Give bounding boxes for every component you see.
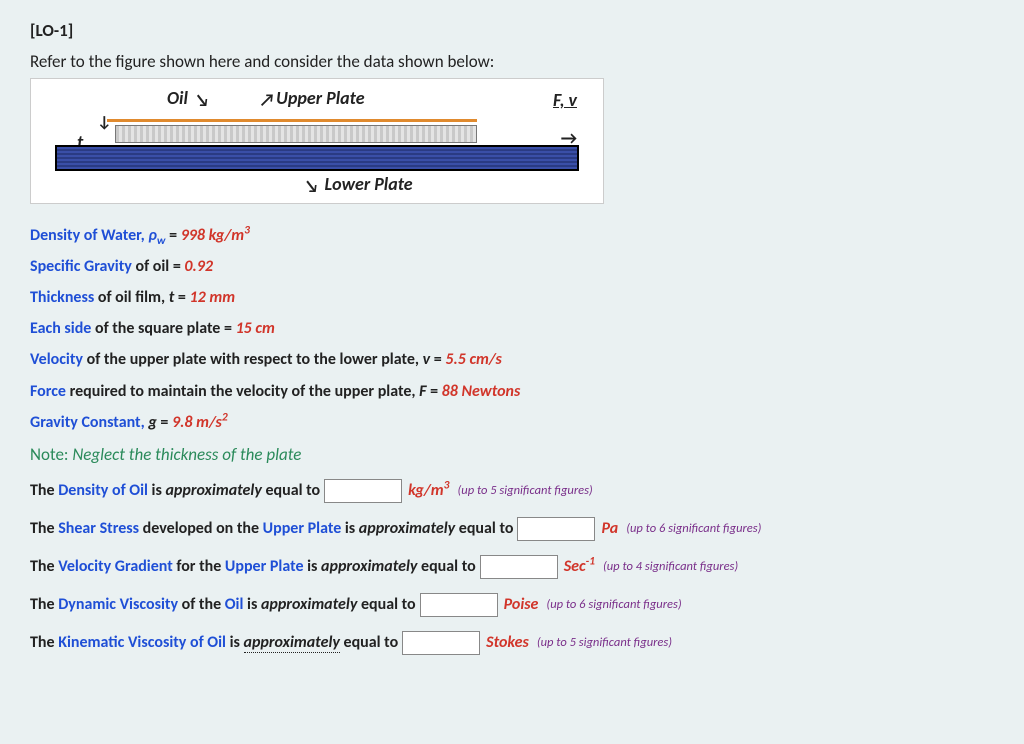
data-force: Force required to maintain the velocity … [30,376,994,407]
intro-text: Refer to the figure shown here and consi… [30,51,994,72]
dynamic-viscosity-input[interactable] [420,593,498,617]
question-shear-stress: The Shear Stress developed on the Upper … [30,517,994,541]
question-density-oil: The Density of Oil is approximately equa… [30,479,994,503]
data-thickness: Thickness of oil film, t = 12 mm [30,282,994,313]
plate-diagram: ↓ t → [37,113,597,169]
velocity-gradient-input[interactable] [480,555,558,579]
figure-top-labels: Oil ↘ ↗Upper Plate F, v [37,83,597,111]
oil-label: Oil ↘ [167,87,211,111]
data-velocity: Velocity of the upper plate with respect… [30,344,994,375]
lower-plate-label: ↘ Lower Plate [37,169,597,199]
question-page: [LO-1] Refer to the figure shown here an… [0,0,1024,699]
data-side: Each side of the square plate = 15 cm [30,313,994,344]
data-density-water: Density of Water, ρw = 998 kg/m3 [30,220,994,251]
shear-stress-input[interactable] [517,517,595,541]
plate-figure: Oil ↘ ↗Upper Plate F, v ↓ t → ↘ Lower Pl… [30,78,604,204]
kinematic-viscosity-input[interactable] [402,631,480,655]
question-velocity-gradient: The Velocity Gradient for the Upper Plat… [30,555,994,579]
fv-label: F, v [553,89,577,111]
question-dynamic-viscosity: The Dynamic Viscosity of the Oil is appr… [30,593,994,617]
upper-plate [115,125,477,143]
note-line: Note: Neglect the thickness of the plate [30,444,994,465]
upper-plate-label: ↗Upper Plate [257,87,365,111]
density-oil-input[interactable] [324,479,402,503]
force-arrow-icon: → [561,127,577,149]
lo-tag: [LO-1] [30,20,994,41]
oil-film [107,119,477,122]
data-gravity: Gravity Constant, g = 9.8 m/s2 [30,407,994,438]
question-kinematic-viscosity: The Kinematic Viscosity of Oil is approx… [30,631,994,655]
thickness-arrow-icon: ↓ [97,113,111,132]
lower-plate [55,145,579,171]
data-specific-gravity: Specific Gravity of oil = 0.92 [30,251,994,282]
